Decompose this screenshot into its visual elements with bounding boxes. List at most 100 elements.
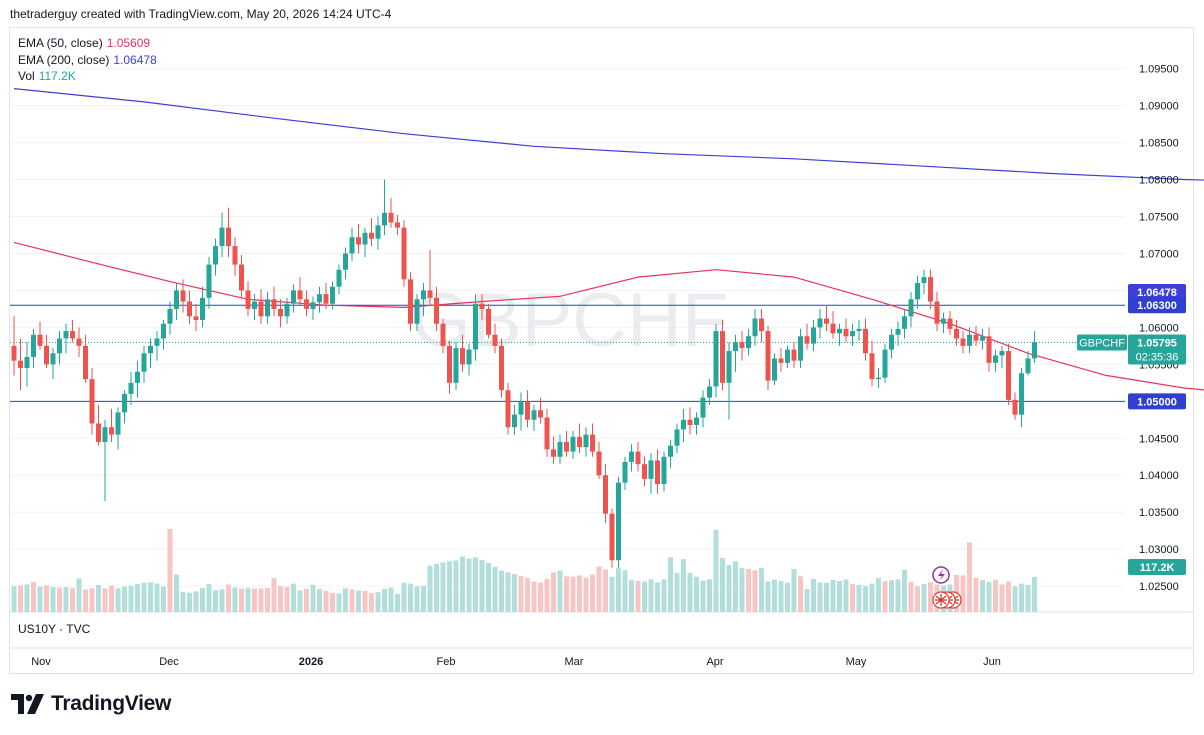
candle-body — [70, 331, 75, 339]
brand-name: TradingView — [51, 692, 172, 715]
candle-body — [369, 232, 374, 239]
volume-bar — [219, 589, 225, 612]
volume-bar — [375, 592, 381, 612]
candle-body — [63, 331, 69, 339]
volume-bar — [453, 560, 459, 612]
legend-ema200[interactable]: EMA (200, close) 1.06478 — [18, 52, 157, 69]
candle-body — [863, 328, 868, 354]
volume-bar — [512, 574, 517, 612]
candle-body — [330, 286, 335, 304]
y-tick-label: 1.04500 — [1139, 433, 1179, 445]
candle-body — [512, 414, 517, 428]
candle-body — [616, 482, 621, 561]
candle-body — [850, 331, 855, 337]
legend-ema50[interactable]: EMA (50, close) 1.05609 — [18, 35, 157, 52]
volume-bar — [128, 585, 134, 612]
candle-body — [388, 212, 394, 223]
volume-bar — [622, 570, 628, 612]
volume-bar — [154, 583, 160, 612]
candle-body — [128, 382, 134, 394]
x-tick-label: Mar — [565, 656, 584, 668]
volume-bar — [707, 579, 712, 612]
candle-body — [213, 246, 218, 265]
candle-body — [798, 336, 803, 361]
volume-bar — [928, 582, 933, 612]
volume-bar — [973, 578, 979, 612]
volume-bar — [967, 542, 972, 612]
candle-body — [304, 299, 309, 309]
candle-body — [219, 227, 225, 247]
x-tick-label: Feb — [437, 656, 456, 668]
candle-body — [778, 358, 784, 363]
volume-bar — [466, 558, 472, 612]
volume-bar — [798, 576, 803, 612]
candle-body — [89, 379, 95, 424]
volume-bar — [648, 579, 654, 612]
legend-volume[interactable]: Vol 117.2K — [18, 68, 157, 85]
volume-bar — [791, 569, 797, 612]
candle-body — [401, 227, 407, 280]
flag-cross-icon — [935, 594, 947, 606]
volume-bar — [499, 570, 504, 612]
candle-body — [772, 358, 777, 381]
lightning-icon — [932, 566, 950, 584]
volume-bars — [11, 529, 1037, 612]
volume-bar — [700, 580, 706, 612]
candle-body — [681, 419, 686, 430]
volume-bar — [83, 589, 88, 612]
volume-bar — [505, 572, 511, 612]
indicator-icons — [932, 566, 962, 609]
y-tick-label: 1.03000 — [1139, 544, 1179, 556]
indicator-legend: EMA (50, close) 1.05609 EMA (200, close) 1… — [18, 35, 157, 85]
volume-bar — [18, 585, 23, 612]
candle-body — [707, 386, 712, 398]
volume-bar — [135, 584, 140, 612]
y-tick-label: 1.07500 — [1139, 212, 1179, 224]
volume-bar — [200, 587, 205, 612]
volume-bar — [785, 582, 790, 612]
candle-body — [525, 401, 530, 420]
volume-bar — [395, 593, 400, 612]
candle-body — [486, 308, 491, 335]
volume-bar — [837, 581, 842, 612]
volume-bar — [271, 578, 277, 612]
candle-body — [115, 412, 121, 435]
candle-body — [518, 401, 524, 415]
volume-bar — [63, 587, 69, 612]
ema200-line — [13, 88, 1204, 181]
candle-body — [102, 427, 108, 442]
y-tick-label: 1.06000 — [1139, 322, 1179, 334]
volume-bar — [772, 579, 777, 612]
candle-body — [687, 419, 693, 425]
volume-bar — [544, 578, 550, 612]
price-tag-label: 1.06478 — [1137, 287, 1177, 299]
candle-body — [603, 475, 608, 514]
candle-body — [733, 342, 738, 352]
compare-symbol[interactable]: US10Y · TVC — [18, 622, 91, 636]
candle-body — [167, 308, 173, 324]
volume-bar — [518, 575, 524, 612]
volume-bar — [369, 593, 374, 612]
last-price-label: 1.05795 — [1137, 338, 1177, 350]
volume-bar — [31, 581, 36, 612]
volume-bar — [863, 586, 868, 612]
volume-bar — [174, 574, 179, 612]
candle-body — [148, 345, 153, 354]
tradingview-logo[interactable]: TradingView — [11, 692, 171, 716]
price-tags: 1.064781.063001.056091.05000GBPCHF1.0579… — [1077, 284, 1186, 575]
price-tag — [1128, 284, 1186, 301]
volume-bar — [148, 582, 153, 612]
volume-bar — [323, 590, 329, 612]
candle-body — [843, 328, 849, 337]
candle-body — [538, 410, 543, 418]
candle-body — [967, 334, 972, 346]
volume-bar — [765, 581, 771, 612]
volume-bar — [278, 586, 283, 612]
volume-bar — [473, 557, 478, 612]
volume-bar — [167, 529, 173, 612]
candle-body — [960, 338, 966, 346]
volume-bar — [1032, 576, 1037, 612]
candle-body — [993, 355, 998, 363]
candle-body — [193, 316, 199, 320]
